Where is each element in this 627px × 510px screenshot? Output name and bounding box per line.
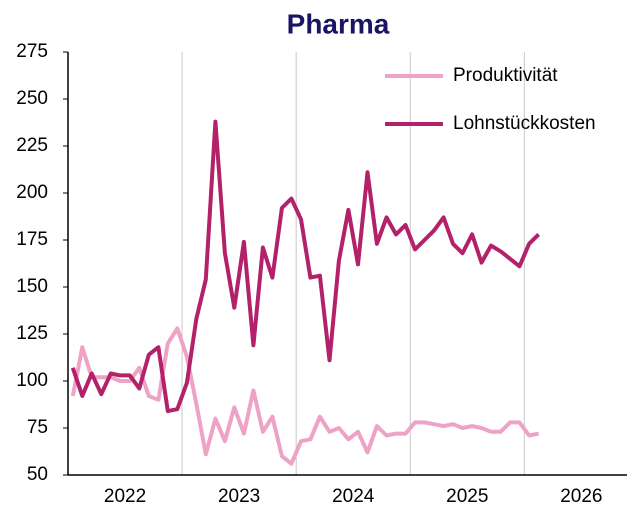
series-line (70, 119, 541, 414)
y-tick-label: 250 (16, 88, 48, 109)
y-tick-label: 275 (16, 41, 48, 62)
y-tick-label: 125 (16, 323, 48, 344)
y-tick-label: 75 (27, 417, 48, 438)
legend-label: Lohnstückkosten (453, 113, 596, 134)
y-tick-label: 200 (16, 182, 48, 203)
y-tick-label: 150 (16, 276, 48, 297)
legend-label: Produktivität (453, 65, 558, 86)
x-tick-label: 2022 (104, 486, 146, 507)
x-tick-label: 2023 (218, 486, 260, 507)
x-tick-label: 2025 (446, 486, 488, 507)
series-line (70, 326, 539, 466)
y-tick-label: 225 (16, 135, 48, 156)
x-tick-label: 2024 (332, 486, 375, 507)
y-tick-label: 100 (16, 370, 48, 391)
chart-title: Pharma (287, 8, 390, 39)
x-tick-label: 2026 (560, 486, 602, 507)
y-tick-label: 175 (16, 229, 48, 250)
y-tick-label: 50 (27, 464, 48, 485)
